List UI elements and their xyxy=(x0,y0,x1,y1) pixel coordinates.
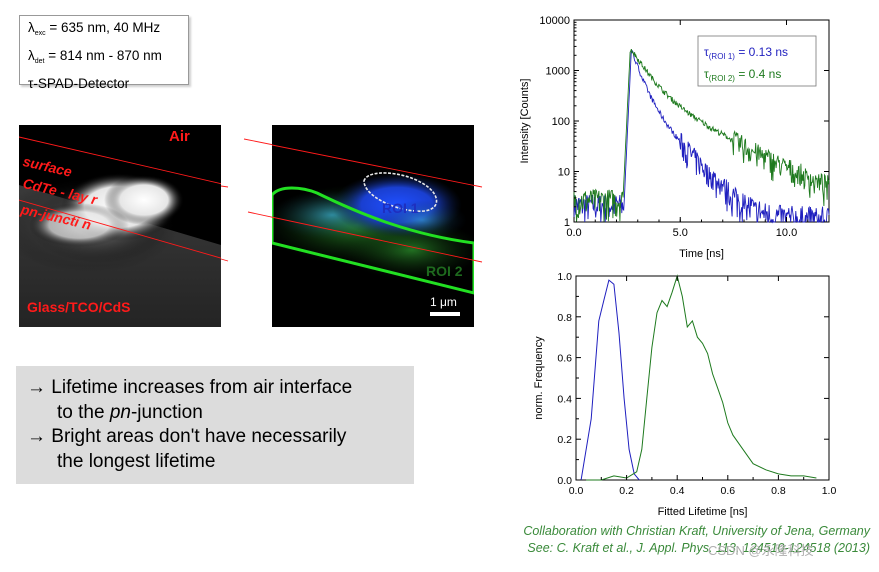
decay-ylabel: Intensity [Counts] xyxy=(519,79,531,164)
detection-wavelength: λdet = 814 nm - 870 nm xyxy=(28,48,162,65)
roi1-label: ROI 1 xyxy=(382,200,419,216)
decay-legend-box xyxy=(697,35,817,87)
citation-line-1: Collaboration with Christian Kraft, Univ… xyxy=(523,524,870,538)
summary-box: → Lifetime increases from air interface … xyxy=(16,366,414,484)
citation: Collaboration with Christian Kraft, Univ… xyxy=(410,523,870,557)
watermark: CSDN @永隆科技 xyxy=(708,543,814,558)
decay-series-1 xyxy=(573,49,830,224)
hist-ytick-label: 0.8 xyxy=(557,312,572,324)
hist-ytick-label: 0.6 xyxy=(557,353,572,365)
decay-legend: τ(ROI 1) = 0.13 ns τ(ROI 2) = 0.4 ns xyxy=(697,35,817,87)
intensity-image xyxy=(19,125,221,327)
lifetime-histogram-chart: 0.0 0.2 0.4 0.6 0.8 1.0 0.0 0.2 0.4 0.6 0.8 1.0 Fitt… xyxy=(533,271,837,518)
hist-xtick-label: 0.4 xyxy=(670,485,685,497)
excitation-wavelength: λexc = 635 nm, 40 MHz xyxy=(28,20,161,37)
hist-ytick-label: 0.0 xyxy=(557,475,572,487)
summary-line-4: the longest lifetime xyxy=(57,450,216,472)
decay-xtick-label: 0.0 xyxy=(566,227,581,239)
hist-xtick-label: 1.0 xyxy=(822,485,837,497)
hist-ylabel: norm. Frequency xyxy=(533,336,545,420)
decay-legend-entry-1: τ(ROI 1) = 0.13 ns xyxy=(704,45,788,61)
scalebar-label: 1 μm xyxy=(430,295,457,309)
decay-xtick-label: 5.0 xyxy=(673,227,688,239)
lifetime-image xyxy=(272,125,474,327)
decay-ytick-label: 1000 xyxy=(546,66,570,78)
decay-ytick-label: 10 xyxy=(558,167,570,179)
label-glass-tco-cds: Glass/TCO/CdS xyxy=(27,299,131,315)
decay-ytick-label: 1 xyxy=(564,217,570,229)
hist-xtick-label: 0.2 xyxy=(619,485,634,497)
roi2-label: ROI 2 xyxy=(426,263,463,279)
lifetime-image-panel: ROI 1 ROI 2 1 μm xyxy=(272,125,474,327)
decay-legend-entry-2: τ(ROI 2) = 0.4 ns xyxy=(704,67,781,83)
hist-ytick-label: 1.0 xyxy=(557,271,572,283)
decay-ytick-label: 100 xyxy=(552,116,570,128)
hist-xtick-label: 0.8 xyxy=(771,485,786,497)
decay-xlabel: Time [ns] xyxy=(679,248,724,260)
hist-xlabel: Fitted Lifetime [ns] xyxy=(658,506,748,518)
intensity-image-panel: Air surface CdTe - lay r pn-juncti n Gla… xyxy=(19,125,221,327)
hist-ytick-label: 0.2 xyxy=(557,434,572,446)
decay-ytick-label: 10000 xyxy=(539,15,570,27)
hist-ytick-label: 0.4 xyxy=(557,393,572,405)
detector-name: τ-SPAD-Detector xyxy=(28,76,130,91)
summary-line-3: → Bright areas don't have necessarily xyxy=(27,426,347,447)
decay-series-2 xyxy=(573,48,830,222)
hist-plot-frame xyxy=(575,275,830,481)
hist-series-2 xyxy=(586,274,817,481)
summary-line-2: to the pn-junction xyxy=(57,401,203,423)
decay-xtick-label: 10.0 xyxy=(776,227,797,239)
excitation-info-box: λexc = 635 nm, 40 MHz λdet = 814 nm - 87… xyxy=(19,15,189,91)
hist-xtick-label: 0.6 xyxy=(720,485,735,497)
citation-line-2: See: C. Kraft et al., J. Appl. Phys. 113… xyxy=(527,541,870,555)
hist-xtick-label: 0.0 xyxy=(569,485,584,497)
summary-line-1: → Lifetime increases from air interface xyxy=(27,377,353,398)
label-air: Air xyxy=(169,128,190,145)
hist-series-1 xyxy=(580,279,640,481)
decay-chart: 0.0 5.0 10.0 1 10 100 1000 10000 Time [ns] Intens… xyxy=(519,15,830,260)
